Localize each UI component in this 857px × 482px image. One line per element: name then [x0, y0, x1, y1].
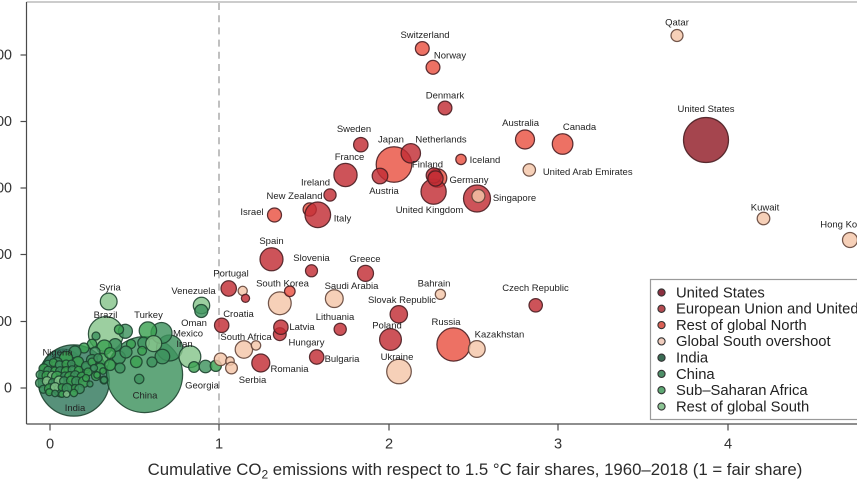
svg-text:China: China — [133, 390, 159, 401]
svg-text:Slovenia: Slovenia — [293, 253, 330, 264]
svg-text:Austria: Austria — [369, 186, 399, 197]
svg-text:Canada: Canada — [563, 122, 597, 133]
svg-text:00: 00 — [0, 247, 12, 263]
svg-text:00: 00 — [0, 48, 12, 64]
svg-text:Poland: Poland — [372, 320, 402, 331]
svg-text:Switzerland: Switzerland — [400, 30, 449, 41]
svg-text:Croatia: Croatia — [223, 309, 254, 320]
svg-text:Italy: Italy — [334, 213, 352, 224]
svg-text:Iran: Iran — [176, 339, 192, 350]
svg-text:Saudi Arabia: Saudi Arabia — [325, 281, 380, 292]
svg-text:United Arab Emirates: United Arab Emirates — [543, 167, 633, 178]
svg-text:00: 00 — [0, 314, 12, 330]
svg-text:United States: United States — [676, 285, 765, 301]
svg-text:Norway: Norway — [434, 50, 466, 61]
svg-text:Cumulative CO2 emissions with: Cumulative CO2 emissions with respect to… — [148, 460, 803, 482]
svg-text:Romania: Romania — [270, 364, 309, 375]
svg-text:Japan: Japan — [378, 134, 404, 145]
svg-text:Bahrain: Bahrain — [418, 278, 451, 289]
svg-text:Russia: Russia — [431, 317, 461, 328]
svg-text:Mexico: Mexico — [173, 328, 203, 339]
svg-text:Netherlands: Netherlands — [415, 134, 466, 145]
svg-text:Ireland: Ireland — [301, 177, 330, 188]
svg-text:Global South overshoot: Global South overshoot — [676, 334, 831, 350]
svg-text:00: 00 — [0, 181, 12, 197]
svg-text:Bulgaria: Bulgaria — [325, 354, 361, 365]
svg-text:Portugal: Portugal — [213, 268, 248, 279]
svg-text:Syria: Syria — [99, 282, 121, 293]
svg-text:Czech Republic: Czech Republic — [502, 283, 569, 294]
svg-text:Hong Kong: Hong Kong — [820, 219, 857, 230]
svg-text:Denmark: Denmark — [426, 90, 465, 101]
svg-text:4: 4 — [724, 437, 732, 453]
svg-text:Turkey: Turkey — [134, 310, 163, 321]
svg-text:South Korea: South Korea — [256, 278, 310, 289]
svg-text:Venezuela: Venezuela — [171, 286, 216, 297]
svg-text:Sweden: Sweden — [337, 124, 371, 135]
svg-text:New Zealand: New Zealand — [267, 191, 323, 202]
svg-text:Finland: Finland — [412, 159, 443, 170]
svg-text:Ukraine: Ukraine — [381, 352, 414, 363]
svg-text:1: 1 — [215, 437, 223, 453]
svg-text:China: China — [676, 367, 715, 383]
svg-text:India: India — [676, 351, 709, 367]
svg-text:Germany: Germany — [449, 175, 488, 186]
svg-text:European Union and United King: European Union and United Kingdom — [676, 302, 857, 318]
svg-text:Kuwait: Kuwait — [751, 202, 780, 213]
svg-text:Serbia: Serbia — [239, 375, 267, 386]
svg-text:3: 3 — [554, 437, 562, 453]
svg-text:Sub–Saharan Africa: Sub–Saharan Africa — [676, 383, 808, 399]
svg-text:Qatar: Qatar — [665, 17, 689, 28]
svg-text:India: India — [65, 403, 86, 414]
svg-text:2: 2 — [385, 437, 393, 453]
svg-text:0: 0 — [4, 381, 12, 397]
svg-text:Oman: Oman — [181, 318, 207, 329]
svg-text:0: 0 — [46, 437, 54, 453]
svg-text:United Kingdom: United Kingdom — [396, 205, 464, 216]
svg-text:Spain: Spain — [259, 236, 283, 247]
svg-text:Brazil: Brazil — [94, 310, 118, 321]
svg-text:South Africa: South Africa — [220, 332, 272, 343]
svg-text:Kazakhstan: Kazakhstan — [475, 329, 525, 340]
svg-text:00: 00 — [0, 114, 12, 130]
svg-text:Nigeria: Nigeria — [42, 347, 73, 358]
svg-text:Slovak Republic: Slovak Republic — [368, 295, 436, 306]
svg-text:Rest of global North: Rest of global North — [676, 318, 807, 334]
svg-text:Latvia: Latvia — [289, 322, 315, 333]
svg-text:Israel: Israel — [240, 207, 263, 218]
svg-text:Rest of global South: Rest of global South — [676, 399, 809, 415]
svg-text:France: France — [335, 152, 365, 163]
svg-text:Singapore: Singapore — [493, 193, 536, 204]
svg-text:Australia: Australia — [502, 118, 540, 129]
svg-text:Iceland: Iceland — [470, 155, 501, 166]
svg-text:Greece: Greece — [349, 254, 380, 265]
svg-text:United States: United States — [677, 104, 734, 115]
svg-text:Hungary: Hungary — [289, 337, 325, 348]
svg-text:Georgia: Georgia — [185, 380, 220, 391]
svg-text:Lithuania: Lithuania — [316, 312, 355, 323]
